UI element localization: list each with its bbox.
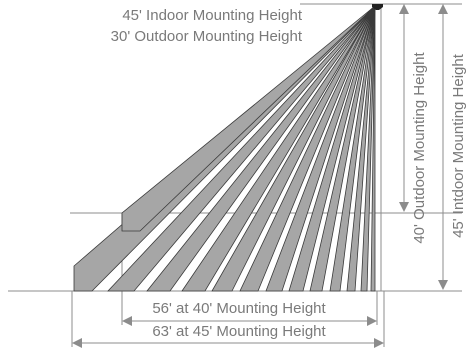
- coverage-beam: [239, 5, 376, 292]
- coverage-beam: [288, 5, 376, 292]
- outdoor-height-dimension-label: 40' Outdoor Mounting Height: [411, 52, 428, 244]
- coverage-beam: [121, 5, 376, 232]
- coverage-beam: [360, 5, 376, 292]
- coverage-beam: [211, 5, 376, 292]
- coverage-beam: [329, 5, 376, 292]
- indoor-height-dimension: [438, 4, 448, 290]
- outdoor-mounting-height-label: 30' Outdoor Mounting Height: [111, 28, 303, 45]
- range-56-label: 56' at 40' Mounting Height: [152, 300, 326, 317]
- indoor-mounting-height-label: 45' Indoor Mounting Height: [122, 7, 302, 24]
- coverage-beam: [107, 5, 376, 292]
- range-56-dimension: [122, 316, 377, 326]
- outdoor-height-dimension: [399, 4, 409, 212]
- range-63-dimension: [72, 338, 384, 348]
- range-63-label: 63' at 45' Mounting Height: [152, 323, 326, 340]
- coverage-beam: [309, 5, 376, 292]
- sensor-icon: [372, 4, 383, 10]
- coverage-beam: [181, 5, 376, 292]
- coverage-beam: [346, 5, 376, 292]
- coverage-beam: [146, 5, 376, 292]
- coverage-beam: [265, 5, 376, 292]
- coverage-beam: [370, 5, 376, 292]
- indoor-height-dimension-label: 45' Intdoor Mounting Height: [450, 53, 467, 238]
- coverage-beams: [73, 5, 376, 292]
